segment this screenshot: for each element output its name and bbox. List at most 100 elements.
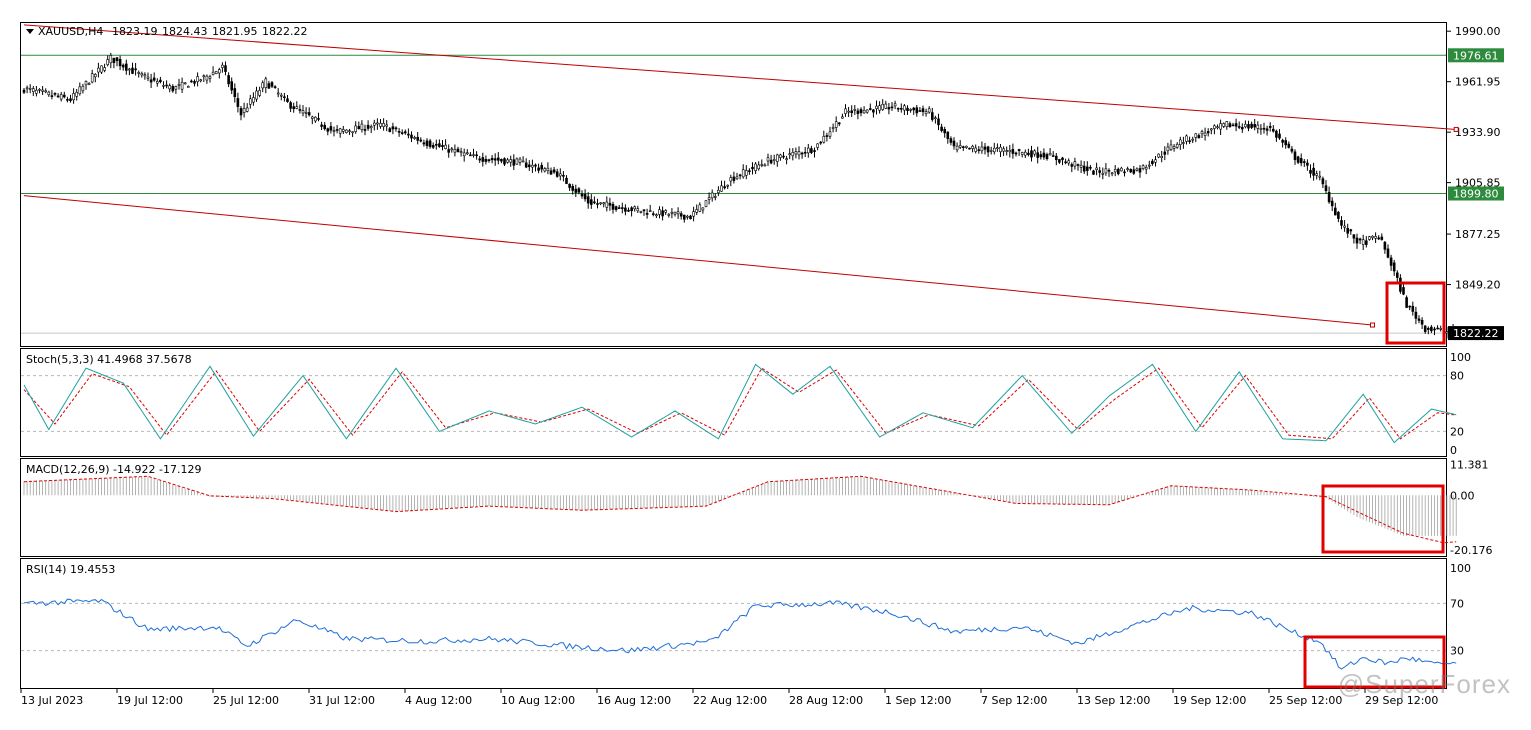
candle-body xyxy=(667,214,671,216)
candle-body xyxy=(952,140,956,147)
candle-body xyxy=(1045,154,1049,160)
candle-body xyxy=(906,107,909,112)
candle-body xyxy=(651,213,655,215)
candle-body xyxy=(1039,154,1043,158)
candle-body xyxy=(1051,155,1055,157)
candle-body xyxy=(961,146,965,148)
candle-body xyxy=(292,106,296,110)
candle-body xyxy=(1327,191,1331,203)
candle-body xyxy=(1306,162,1309,166)
candle-body xyxy=(245,107,249,112)
candle-body xyxy=(1433,328,1436,331)
candle-body xyxy=(152,77,156,81)
candle-body xyxy=(837,122,841,125)
candle-body xyxy=(422,142,426,145)
candle-body xyxy=(645,212,649,215)
candle-body xyxy=(249,98,252,105)
candle-body xyxy=(934,117,937,119)
candle-body xyxy=(394,127,398,130)
candle-body xyxy=(605,201,609,208)
candle-body xyxy=(369,126,373,129)
candle-body xyxy=(720,185,723,192)
candle-body xyxy=(490,157,494,161)
candle-body xyxy=(1002,148,1005,152)
candle-body xyxy=(1321,178,1325,185)
candle-body xyxy=(205,75,209,81)
candle-body xyxy=(1014,152,1018,155)
candle-body xyxy=(676,211,680,215)
candle-body xyxy=(766,157,770,162)
candle-body xyxy=(1055,155,1058,161)
candle-body xyxy=(782,155,785,158)
candle-body xyxy=(930,112,934,120)
candle-body xyxy=(1175,143,1179,148)
candle-body xyxy=(589,199,593,205)
candle-body xyxy=(862,110,866,114)
candle-body xyxy=(1126,168,1129,170)
candle-body xyxy=(1343,225,1346,228)
candle-body xyxy=(512,159,516,166)
candle-body xyxy=(583,194,587,200)
candle-body xyxy=(1278,133,1281,139)
candle-body xyxy=(1030,150,1033,158)
rsi-tick-label: 30 xyxy=(1450,645,1464,658)
candle-body xyxy=(345,129,348,133)
candle-body xyxy=(999,146,1002,153)
candle-body xyxy=(779,154,782,158)
time-tick-label: 10 Aug 12:00 xyxy=(501,694,575,707)
candle-body xyxy=(1225,121,1229,127)
candle-body xyxy=(410,134,413,139)
candle-body xyxy=(769,159,773,164)
candle-body xyxy=(360,123,364,131)
candle-body xyxy=(850,110,854,114)
candle-body xyxy=(211,71,215,75)
candle-body xyxy=(388,128,392,132)
stoch-tick-label: 0 xyxy=(1450,444,1457,457)
candle-body xyxy=(298,109,302,111)
candle-body xyxy=(363,129,367,131)
price-panel-title: XAUUSD,H4 xyxy=(38,25,103,38)
candle-body xyxy=(1380,236,1384,240)
candle-body xyxy=(692,211,695,217)
candle-body xyxy=(655,214,658,217)
candle-body xyxy=(38,89,41,91)
candle-body xyxy=(983,146,987,150)
candle-body xyxy=(1033,150,1036,155)
candle-body xyxy=(800,152,804,155)
candle-body xyxy=(775,154,779,162)
candle-body xyxy=(118,58,122,67)
time-tick-label: 25 Jul 12:00 xyxy=(213,694,279,707)
candle-body xyxy=(841,116,844,119)
dropdown-triangle-icon[interactable] xyxy=(26,29,34,34)
candle-body xyxy=(1188,140,1191,143)
candle-body xyxy=(1098,170,1101,173)
candle-body xyxy=(258,90,261,96)
candle-body xyxy=(227,75,230,85)
candle-body xyxy=(679,213,683,217)
candle-body xyxy=(689,215,692,220)
candle-body xyxy=(748,170,751,172)
candle-body xyxy=(636,208,640,212)
candle-body xyxy=(865,109,869,113)
candle-body xyxy=(252,97,255,103)
candle-body xyxy=(1361,239,1365,245)
candle-body xyxy=(115,57,119,62)
candle-body xyxy=(1386,248,1390,258)
candle-body xyxy=(1135,168,1139,171)
candle-body xyxy=(1265,128,1269,131)
candle-body xyxy=(450,148,454,151)
candle-body xyxy=(831,127,835,129)
time-tick-label: 25 Sep 12:00 xyxy=(1269,694,1342,707)
candle-body xyxy=(31,88,35,92)
candle-body xyxy=(354,125,358,132)
last-price-label: 1822.22 xyxy=(1453,327,1499,340)
candle-body xyxy=(878,105,881,111)
candle-body xyxy=(642,209,646,212)
time-axis: 13 Jul 2023 19 Jul 12:00 25 Jul 12:00 31 Ju… xyxy=(20,689,1438,707)
candle-body xyxy=(1268,125,1272,128)
candle-body xyxy=(717,189,720,194)
candle-body xyxy=(434,143,438,146)
candle-body xyxy=(379,123,382,127)
candle-body xyxy=(62,94,66,98)
channel-lower-line-handle xyxy=(1370,322,1375,328)
